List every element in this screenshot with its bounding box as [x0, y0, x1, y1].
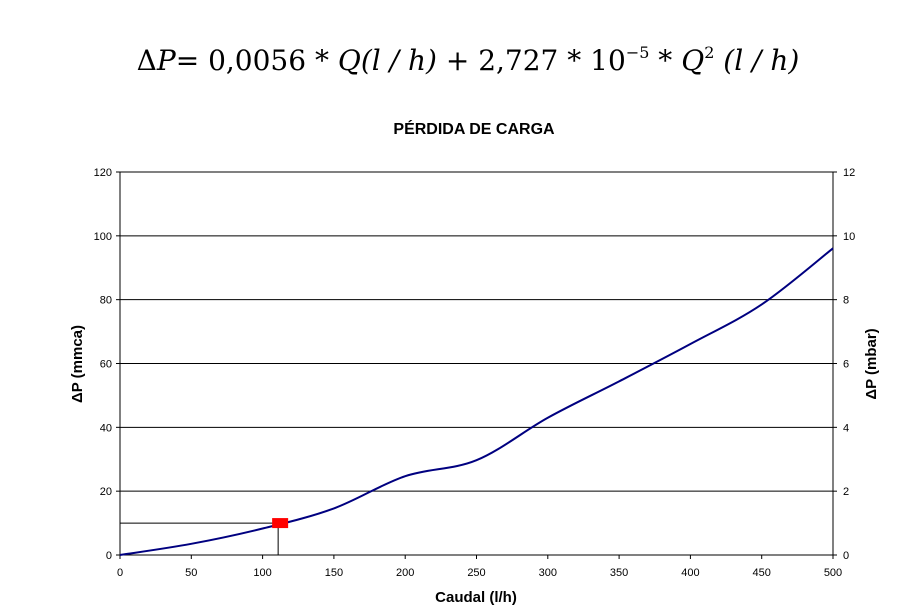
x-tick-label: 200: [396, 567, 414, 579]
y-tick-label: 120: [94, 167, 112, 179]
formula-q2: Q: [681, 44, 704, 77]
x-tick-label: 0: [117, 567, 123, 579]
formula-ten: 10: [590, 44, 626, 77]
series-line: [119, 247, 834, 556]
formula-q1: Q: [338, 44, 361, 77]
chart-title: PÉRDIDA DE CARGA: [393, 119, 555, 138]
formula-equals: =: [176, 44, 208, 77]
formula: ΔP= 0,0056 * Q(l / h) + 2,727 * 10−5 * Q…: [137, 43, 800, 77]
formula-exponent: −5: [626, 43, 650, 62]
y-axis-title: ΔP (mmca): [69, 325, 86, 403]
x-tick-label: 300: [539, 567, 557, 579]
y2-tick-label: 2: [843, 486, 849, 498]
formula-square: 2: [704, 43, 714, 62]
series-group: [119, 247, 834, 556]
formula-lhs: P: [156, 44, 177, 77]
y2-tick-label: 10: [843, 231, 855, 243]
formula-c2: 2,727: [478, 44, 558, 77]
y-tick-label: 40: [100, 422, 112, 434]
y-axis-right: 0 2 4 6 8 10 12: [833, 167, 855, 562]
formula-delta: Δ: [137, 44, 157, 77]
x-tick-label: 500: [824, 567, 842, 579]
y2-axis-title: ΔP (mbar): [863, 328, 880, 399]
gridlines: [120, 235, 833, 492]
formula-star2: *: [558, 44, 590, 77]
y-tick-label: 0: [106, 550, 112, 562]
formula-star3: *: [649, 44, 681, 77]
marker-point: [272, 518, 289, 529]
formula-c1: 0,0056: [208, 44, 306, 77]
formula-unit2: (l / h): [714, 44, 799, 77]
x-tick-label: 150: [325, 567, 343, 579]
formula-star1: *: [306, 44, 338, 77]
x-tick-label: 50: [185, 567, 197, 579]
y-axis-left: 0 20 40 60 80 100 120: [94, 167, 120, 562]
formula-plus: +: [437, 44, 478, 77]
y-tick-label: 80: [100, 295, 112, 307]
x-axis: 0 50 100 150 200 250 300 350 400 450 500: [117, 555, 842, 579]
x-axis-title: Caudal (l/h): [435, 589, 517, 606]
x-tick-label: 100: [253, 567, 271, 579]
y-tick-label: 100: [94, 231, 112, 243]
x-tick-label: 450: [753, 567, 771, 579]
y2-tick-label: 6: [843, 359, 849, 371]
y2-tick-label: 0: [843, 550, 849, 562]
x-tick-label: 250: [467, 567, 485, 579]
x-tick-label: 350: [610, 567, 628, 579]
y-tick-label: 60: [100, 359, 112, 371]
y2-tick-label: 8: [843, 295, 849, 307]
marker-group: [120, 518, 289, 555]
y2-tick-label: 12: [843, 167, 855, 179]
y-tick-label: 20: [100, 486, 112, 498]
x-tick-label: 400: [681, 567, 699, 579]
y2-tick-label: 4: [843, 422, 849, 434]
formula-unit1: (l / h): [361, 44, 437, 77]
